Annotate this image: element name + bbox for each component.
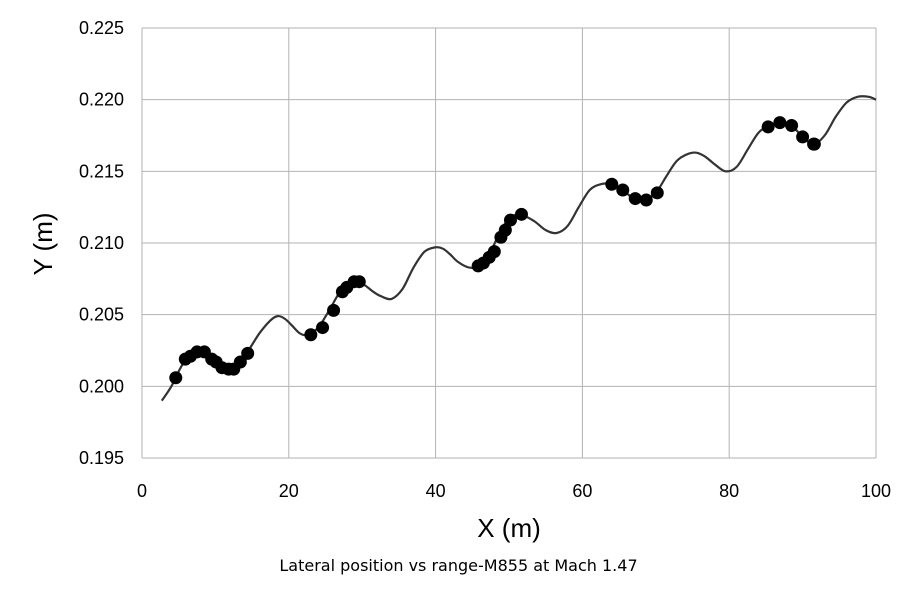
- data-point: [487, 245, 501, 259]
- data-point: [639, 193, 653, 207]
- x-tick-label: 40: [426, 481, 446, 501]
- x-tick-label: 0: [137, 481, 147, 501]
- data-point: [796, 130, 810, 144]
- x-axis-label: X (m): [477, 513, 541, 543]
- data-point: [503, 213, 517, 227]
- data-point: [807, 137, 821, 151]
- data-point: [785, 118, 799, 132]
- data-point: [761, 120, 775, 134]
- y-axis-label: Y (m): [28, 212, 58, 275]
- data-point: [498, 223, 512, 237]
- y-tick-label: 0.195: [79, 448, 124, 468]
- x-tick-label: 20: [279, 481, 299, 501]
- y-tick-label: 0.220: [79, 90, 124, 110]
- y-tick-label: 0.215: [79, 161, 124, 181]
- y-tick-label: 0.205: [79, 305, 124, 325]
- series-layer: [160, 95, 877, 402]
- data-point: [327, 303, 341, 317]
- data-point: [352, 275, 366, 289]
- data-point: [773, 116, 787, 130]
- data-point: [514, 207, 528, 221]
- data-point: [650, 186, 664, 200]
- grid: [141, 27, 877, 459]
- y-tick-label: 0.200: [79, 376, 124, 396]
- x-tick-label: 100: [861, 481, 891, 501]
- data-point: [233, 355, 247, 369]
- data-point: [316, 321, 330, 335]
- data-point: [304, 328, 318, 342]
- x-tick-label: 80: [719, 481, 739, 501]
- chart-caption: Lateral position vs range-M855 at Mach 1…: [279, 556, 638, 575]
- trajectory-line: [160, 95, 877, 402]
- data-point: [241, 346, 255, 360]
- data-point: [605, 177, 619, 191]
- data-point: [169, 371, 183, 385]
- data-point: [616, 183, 630, 197]
- x-tick-label: 60: [572, 481, 592, 501]
- data-point: [628, 192, 642, 206]
- tick-labels: 0.195 0.200 0.205 0.210 0.215 0.220 0.225 0 20 40…: [79, 18, 891, 501]
- y-tick-label: 0.225: [79, 18, 124, 38]
- y-tick-label: 0.210: [79, 233, 124, 253]
